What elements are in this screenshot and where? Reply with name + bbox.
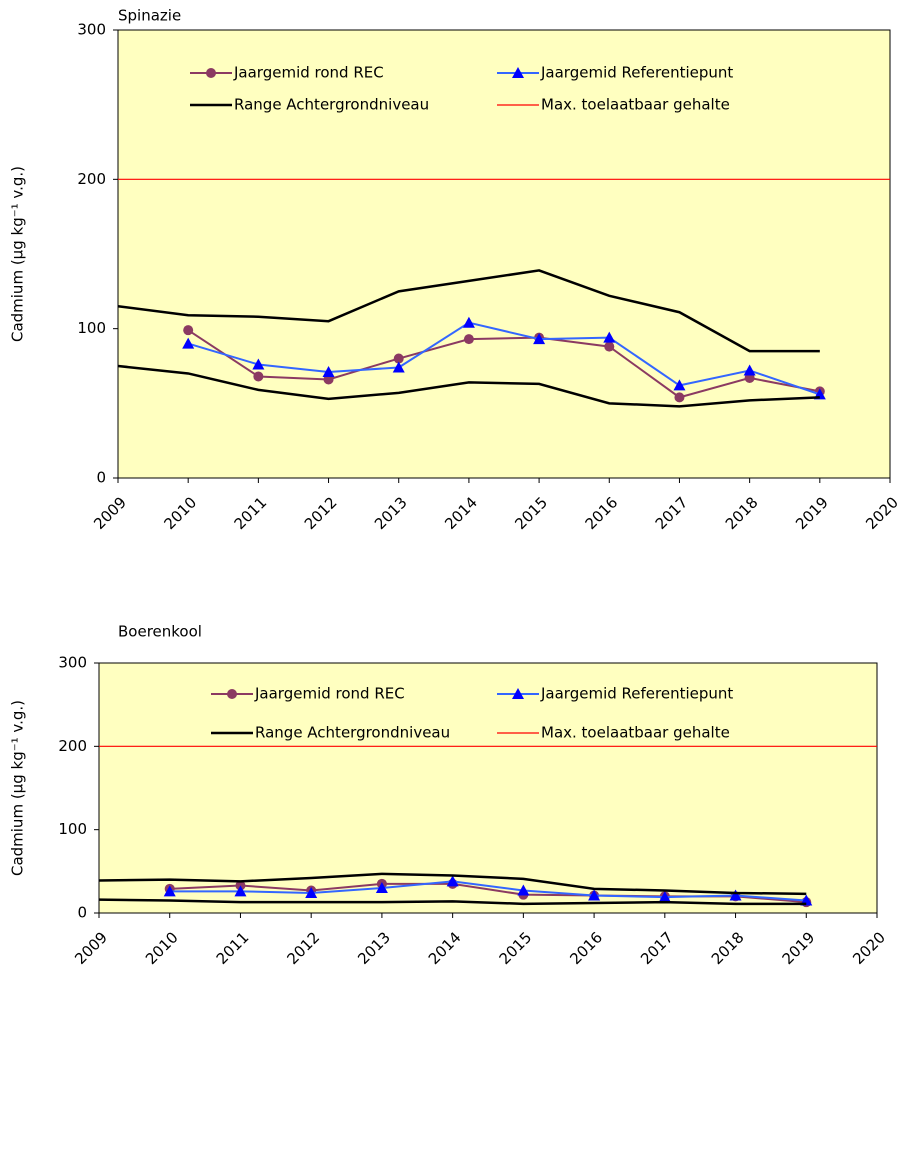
range-high-line bbox=[117, 269, 820, 353]
series-line bbox=[187, 321, 821, 396]
x-tick-label: 2013 bbox=[354, 928, 394, 968]
data-point bbox=[182, 337, 195, 349]
data-point bbox=[252, 358, 265, 370]
x-tick-label: 2017 bbox=[652, 493, 692, 533]
data-point bbox=[674, 392, 685, 403]
data-point bbox=[393, 353, 404, 364]
x-tick-label: 2019 bbox=[779, 928, 819, 968]
x-tick-label: 2020 bbox=[849, 928, 889, 968]
data-point bbox=[533, 333, 546, 345]
plot-area bbox=[98, 662, 878, 914]
data-point bbox=[517, 884, 530, 896]
x-tick-label: 2013 bbox=[371, 493, 411, 533]
data-point bbox=[253, 371, 264, 382]
data-point bbox=[392, 361, 405, 373]
series-line bbox=[187, 329, 821, 399]
x-tick-label: 2018 bbox=[708, 928, 748, 968]
legend-marker bbox=[512, 688, 524, 699]
series-line bbox=[169, 880, 807, 902]
legend-marker bbox=[206, 68, 216, 78]
data-point bbox=[375, 882, 388, 893]
legend-label: Jaargemid Referentiepunt bbox=[540, 64, 733, 82]
x-tick-label: 2014 bbox=[425, 928, 465, 968]
x-tick-label: 2018 bbox=[722, 493, 762, 533]
x-tick-label: 2009 bbox=[71, 928, 111, 968]
data-point bbox=[462, 316, 475, 328]
x-tick-label: 2012 bbox=[301, 493, 341, 533]
legend-marker bbox=[512, 67, 524, 78]
data-point bbox=[604, 341, 615, 352]
data-point bbox=[588, 889, 601, 901]
y-tick-label: 300 bbox=[77, 21, 106, 39]
y-axis-label: Cadmium (µg kg⁻¹ v.g.) bbox=[9, 700, 27, 876]
range-low-line bbox=[98, 898, 807, 906]
legend-label: Jaargemid Referentiepunt bbox=[540, 685, 733, 703]
y-axis-label: Cadmium (µg kg⁻¹ v.g.) bbox=[9, 166, 27, 342]
data-point bbox=[729, 889, 742, 901]
legend-label: Jaargemid rond REC bbox=[233, 64, 384, 82]
chart-title: Spinazie bbox=[118, 7, 181, 25]
data-point bbox=[183, 325, 194, 336]
x-tick-label: 2016 bbox=[582, 493, 622, 533]
legend-label: Max. toelaatbaar gehalte bbox=[541, 724, 730, 742]
y-tick-label: 100 bbox=[58, 820, 87, 838]
x-tick-label: 2015 bbox=[511, 493, 551, 533]
data-point bbox=[322, 365, 335, 377]
range-high-line bbox=[98, 872, 807, 896]
y-tick-label: 200 bbox=[58, 737, 87, 755]
data-point bbox=[163, 885, 176, 897]
x-tick-label: 2020 bbox=[862, 493, 897, 533]
x-tick-label: 2014 bbox=[441, 493, 481, 533]
chart-title: Boerenkool bbox=[118, 623, 202, 641]
data-point bbox=[305, 887, 318, 898]
x-tick-label: 2019 bbox=[792, 493, 832, 533]
legend-label: Range Achtergrondniveau bbox=[255, 724, 450, 742]
data-point bbox=[743, 364, 756, 376]
x-tick-label: 2016 bbox=[566, 928, 606, 968]
x-tick-label: 2010 bbox=[142, 928, 182, 968]
y-tick-label: 200 bbox=[77, 170, 106, 188]
x-tick-label: 2017 bbox=[637, 928, 677, 968]
data-point bbox=[446, 875, 459, 887]
data-point bbox=[673, 379, 686, 391]
legend-marker bbox=[227, 689, 237, 699]
legend-label: Range Achtergrondniveau bbox=[234, 96, 429, 114]
x-tick-label: 2009 bbox=[90, 493, 130, 533]
x-tick-label: 2015 bbox=[496, 928, 536, 968]
data-point bbox=[234, 885, 247, 897]
legend-label: Jaargemid rond REC bbox=[254, 685, 405, 703]
x-tick-label: 2011 bbox=[231, 493, 271, 533]
x-tick-label: 2010 bbox=[160, 493, 200, 533]
y-tick-label: 300 bbox=[58, 654, 87, 672]
x-tick-label: 2011 bbox=[213, 928, 253, 968]
data-point bbox=[658, 891, 671, 903]
y-tick-label: 100 bbox=[77, 319, 106, 337]
legend-label: Max. toelaatbaar gehalte bbox=[541, 96, 730, 114]
y-tick-label: 0 bbox=[77, 904, 87, 922]
y-tick-label: 0 bbox=[96, 469, 106, 487]
data-point bbox=[463, 334, 474, 345]
x-tick-label: 2012 bbox=[283, 928, 323, 968]
range-low-line bbox=[117, 364, 820, 408]
data-point bbox=[603, 331, 616, 343]
